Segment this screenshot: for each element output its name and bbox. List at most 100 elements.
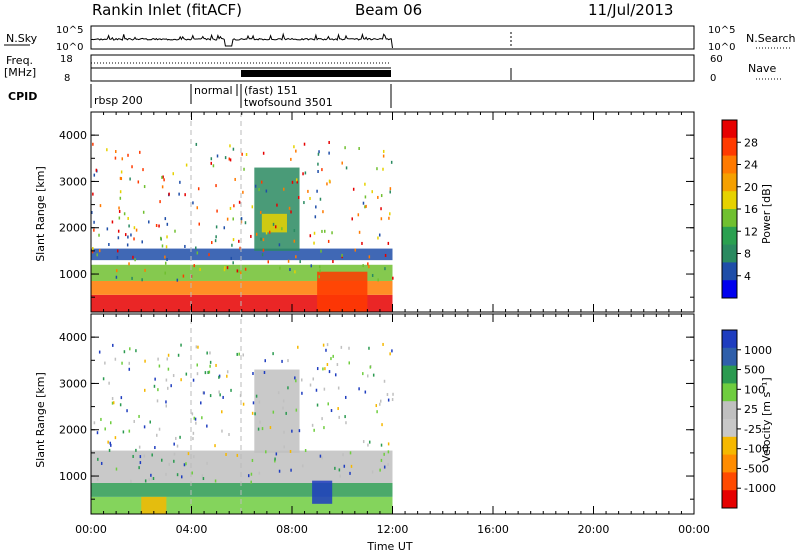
colorbar-swatch (722, 454, 737, 473)
velocity-speck (340, 345, 343, 349)
nsky-label: N.Sky (6, 32, 38, 45)
power-speck (287, 259, 290, 263)
colorbar-tick-label: 100 (744, 383, 765, 396)
power-speck (228, 157, 231, 161)
power-region-3 (91, 248, 393, 261)
velocity-speck (327, 402, 329, 406)
power-speck (341, 161, 343, 165)
velocity-speck (342, 453, 344, 457)
power-speck (119, 196, 122, 200)
velocity-speck (123, 350, 126, 354)
velocity-speck (392, 392, 394, 396)
power-speck (313, 231, 316, 235)
velocity-speck (387, 462, 389, 466)
power-speck (226, 217, 229, 221)
power-speck (365, 204, 367, 208)
power-speck (388, 216, 390, 220)
velocity-speck (258, 400, 261, 404)
velocity-colorbar-label: Velocity [m s⁻¹] (760, 377, 773, 462)
power-speck (362, 201, 365, 205)
colorbar-tick-label: 28 (744, 136, 758, 149)
colorbar-tick-label: -100 (744, 443, 769, 456)
velocity-speck (185, 462, 187, 466)
power-speck (159, 200, 161, 204)
power-speck (345, 166, 348, 170)
beam-title: Beam 06 (355, 1, 422, 19)
velocity-speck (236, 352, 238, 356)
time-axis: 00:00 04:00 08:00 12:00 16:00 20:00 00:00 (75, 112, 710, 536)
velocity-speck (187, 452, 190, 456)
freq-right-tick-top: 60 (710, 54, 723, 65)
power-speck (148, 220, 150, 224)
freq-right-tick-bottom: 0 (710, 73, 716, 84)
power-speck (377, 236, 379, 240)
velocity-speck (170, 384, 172, 388)
velocity-speck (191, 471, 193, 475)
velocity-speck (128, 429, 131, 433)
power-speck (376, 167, 378, 171)
power-speck (161, 175, 163, 179)
velocity-speck (386, 393, 389, 397)
power-speck (119, 176, 122, 180)
velocity-speck (376, 410, 378, 414)
power-speck (193, 264, 195, 268)
velocity-speck (228, 432, 230, 436)
velocity-speck (242, 353, 245, 357)
velocity-speck (251, 458, 254, 462)
velocity-speck (391, 398, 394, 402)
velocity-speck (138, 445, 141, 449)
power-speck (223, 266, 226, 270)
velocity-speck (209, 394, 212, 398)
power-speck (309, 234, 312, 238)
station-title: Rankin Inlet (fitACF) (92, 1, 242, 19)
power-speck (93, 173, 96, 177)
power-speck (232, 217, 234, 221)
velocity-speck (275, 452, 278, 456)
power-speck (303, 142, 306, 146)
power-speck (223, 268, 226, 272)
velocity-speck (173, 442, 175, 446)
power-speck (99, 204, 102, 208)
nsky-series (90, 32, 393, 49)
power-speck (326, 182, 328, 186)
power-speck (261, 253, 264, 257)
power-speck (362, 264, 364, 268)
velocity-speck (367, 374, 369, 378)
velocity-speck (387, 398, 390, 402)
velocity-speck (192, 437, 194, 441)
velocity-speck (156, 433, 158, 437)
power-speck (250, 234, 252, 238)
power-speck (211, 241, 213, 245)
velocity-speck (350, 464, 353, 468)
power-speck (358, 147, 360, 151)
x-tick-label: 00:00 (75, 523, 107, 536)
x-tick-label: 00:00 (678, 523, 710, 536)
velocity-speck (148, 478, 150, 482)
velocity-speck (128, 361, 130, 365)
power-speck (262, 238, 265, 242)
power-speck (232, 238, 235, 242)
velocity-speck (196, 363, 199, 367)
colorbar-tick-label: 12 (744, 225, 758, 238)
power-speck (267, 260, 270, 264)
colorbar-swatch (722, 120, 737, 139)
power-speck (258, 188, 260, 192)
power-speck (293, 145, 295, 149)
velocity-speck (108, 381, 110, 385)
velocity-speck (298, 429, 301, 433)
power-speck (236, 269, 239, 273)
velocity-speck (214, 479, 217, 483)
velocity-speck (283, 445, 285, 449)
velocity-speck (345, 421, 347, 425)
velocity-region-5 (141, 496, 167, 514)
power-speck (389, 190, 391, 194)
power-speck (293, 239, 296, 243)
power-speck (298, 196, 300, 200)
power-speck (184, 193, 186, 197)
velocity-speck (100, 461, 103, 465)
velocity-speck (321, 417, 323, 421)
power-speck (158, 224, 160, 228)
power-speck (238, 200, 241, 204)
velocity-speck (322, 367, 324, 371)
